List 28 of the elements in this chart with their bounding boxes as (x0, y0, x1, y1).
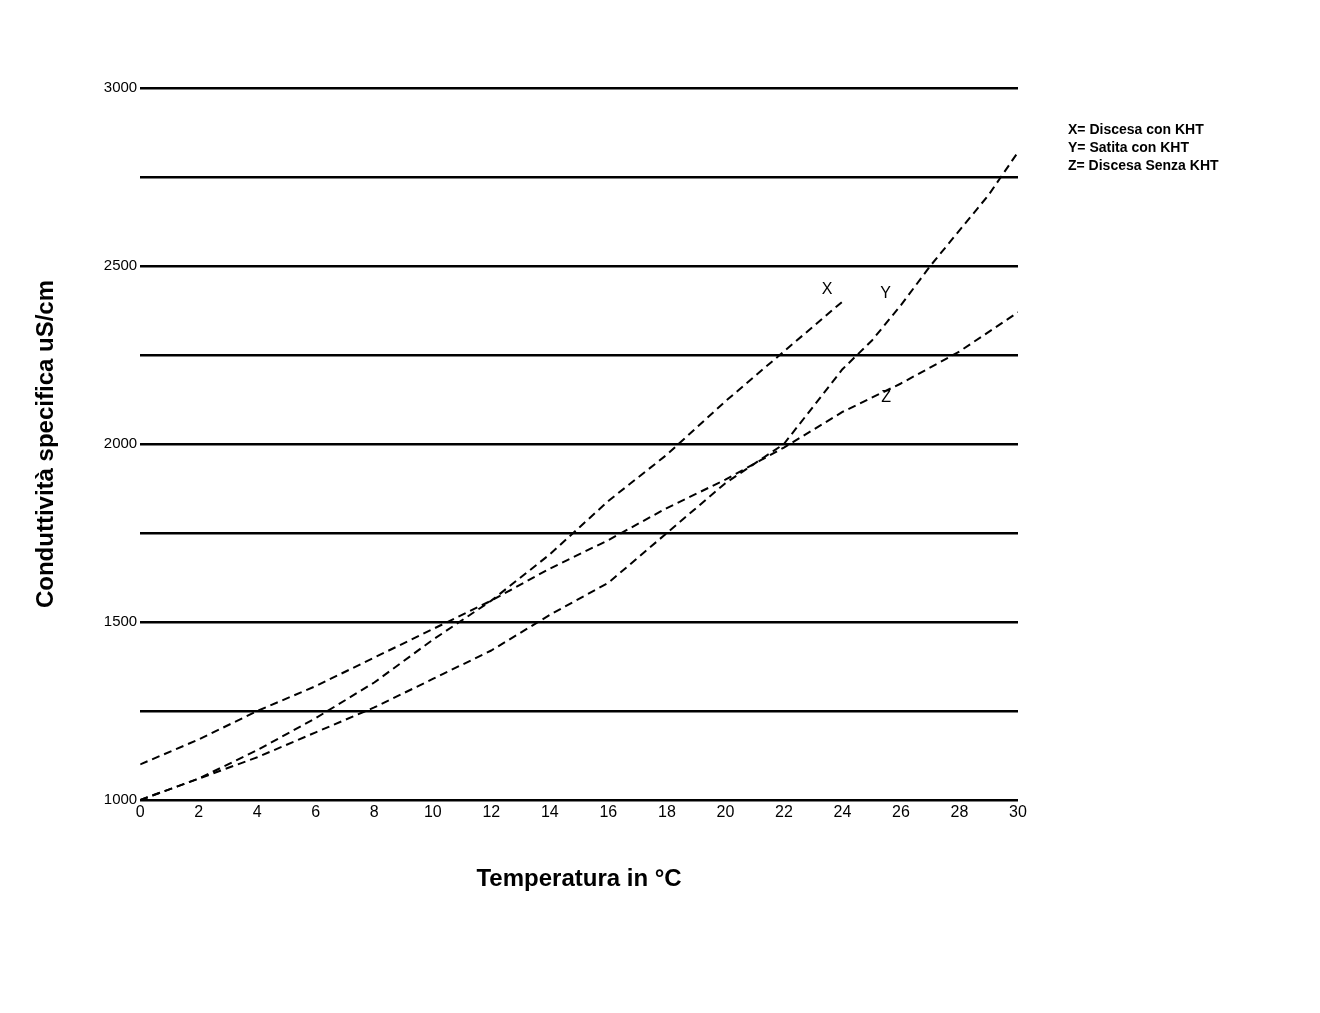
y-tick-label: 2000 (103, 434, 138, 452)
x-tick-label: 16 (599, 803, 618, 821)
series-label: X (821, 280, 833, 298)
x-tick-label: 20 (716, 803, 735, 821)
x-axis-title: Temperatura in °C (476, 864, 682, 892)
x-tick-label: 14 (540, 803, 559, 821)
text: X= Discesa con KHT (1068, 120, 1205, 138)
x-tick-label: 6 (311, 803, 321, 821)
x-tick-label: 26 (892, 803, 910, 821)
text: Y= Satita con KHT (1068, 138, 1190, 156)
x-tick-label: 0 (135, 803, 145, 821)
y-tick-label: 2500 (103, 256, 138, 274)
y-axis-title: Conduttività specifica uS/cm (31, 279, 59, 609)
x-tick-label: 4 (252, 803, 262, 821)
series-label: Y (880, 283, 892, 301)
x-tick-label: 24 (833, 803, 852, 821)
y-tick-label: 1500 (103, 612, 138, 630)
text: Z= Discesa Senza KHT (1068, 156, 1219, 174)
x-tick-label: 12 (482, 803, 501, 821)
x-tick-label: 8 (369, 803, 379, 821)
x-tick-label: 22 (775, 803, 793, 821)
y-tick-label: 3000 (103, 78, 138, 96)
x-tick-label: 30 (1009, 803, 1027, 821)
x-tick-label: 2 (194, 803, 204, 821)
x-tick-label: 10 (423, 803, 442, 821)
x-tick-label: 18 (657, 803, 676, 821)
x-tick-label: 28 (950, 803, 969, 821)
y-tick-label: 1000 (103, 790, 138, 808)
